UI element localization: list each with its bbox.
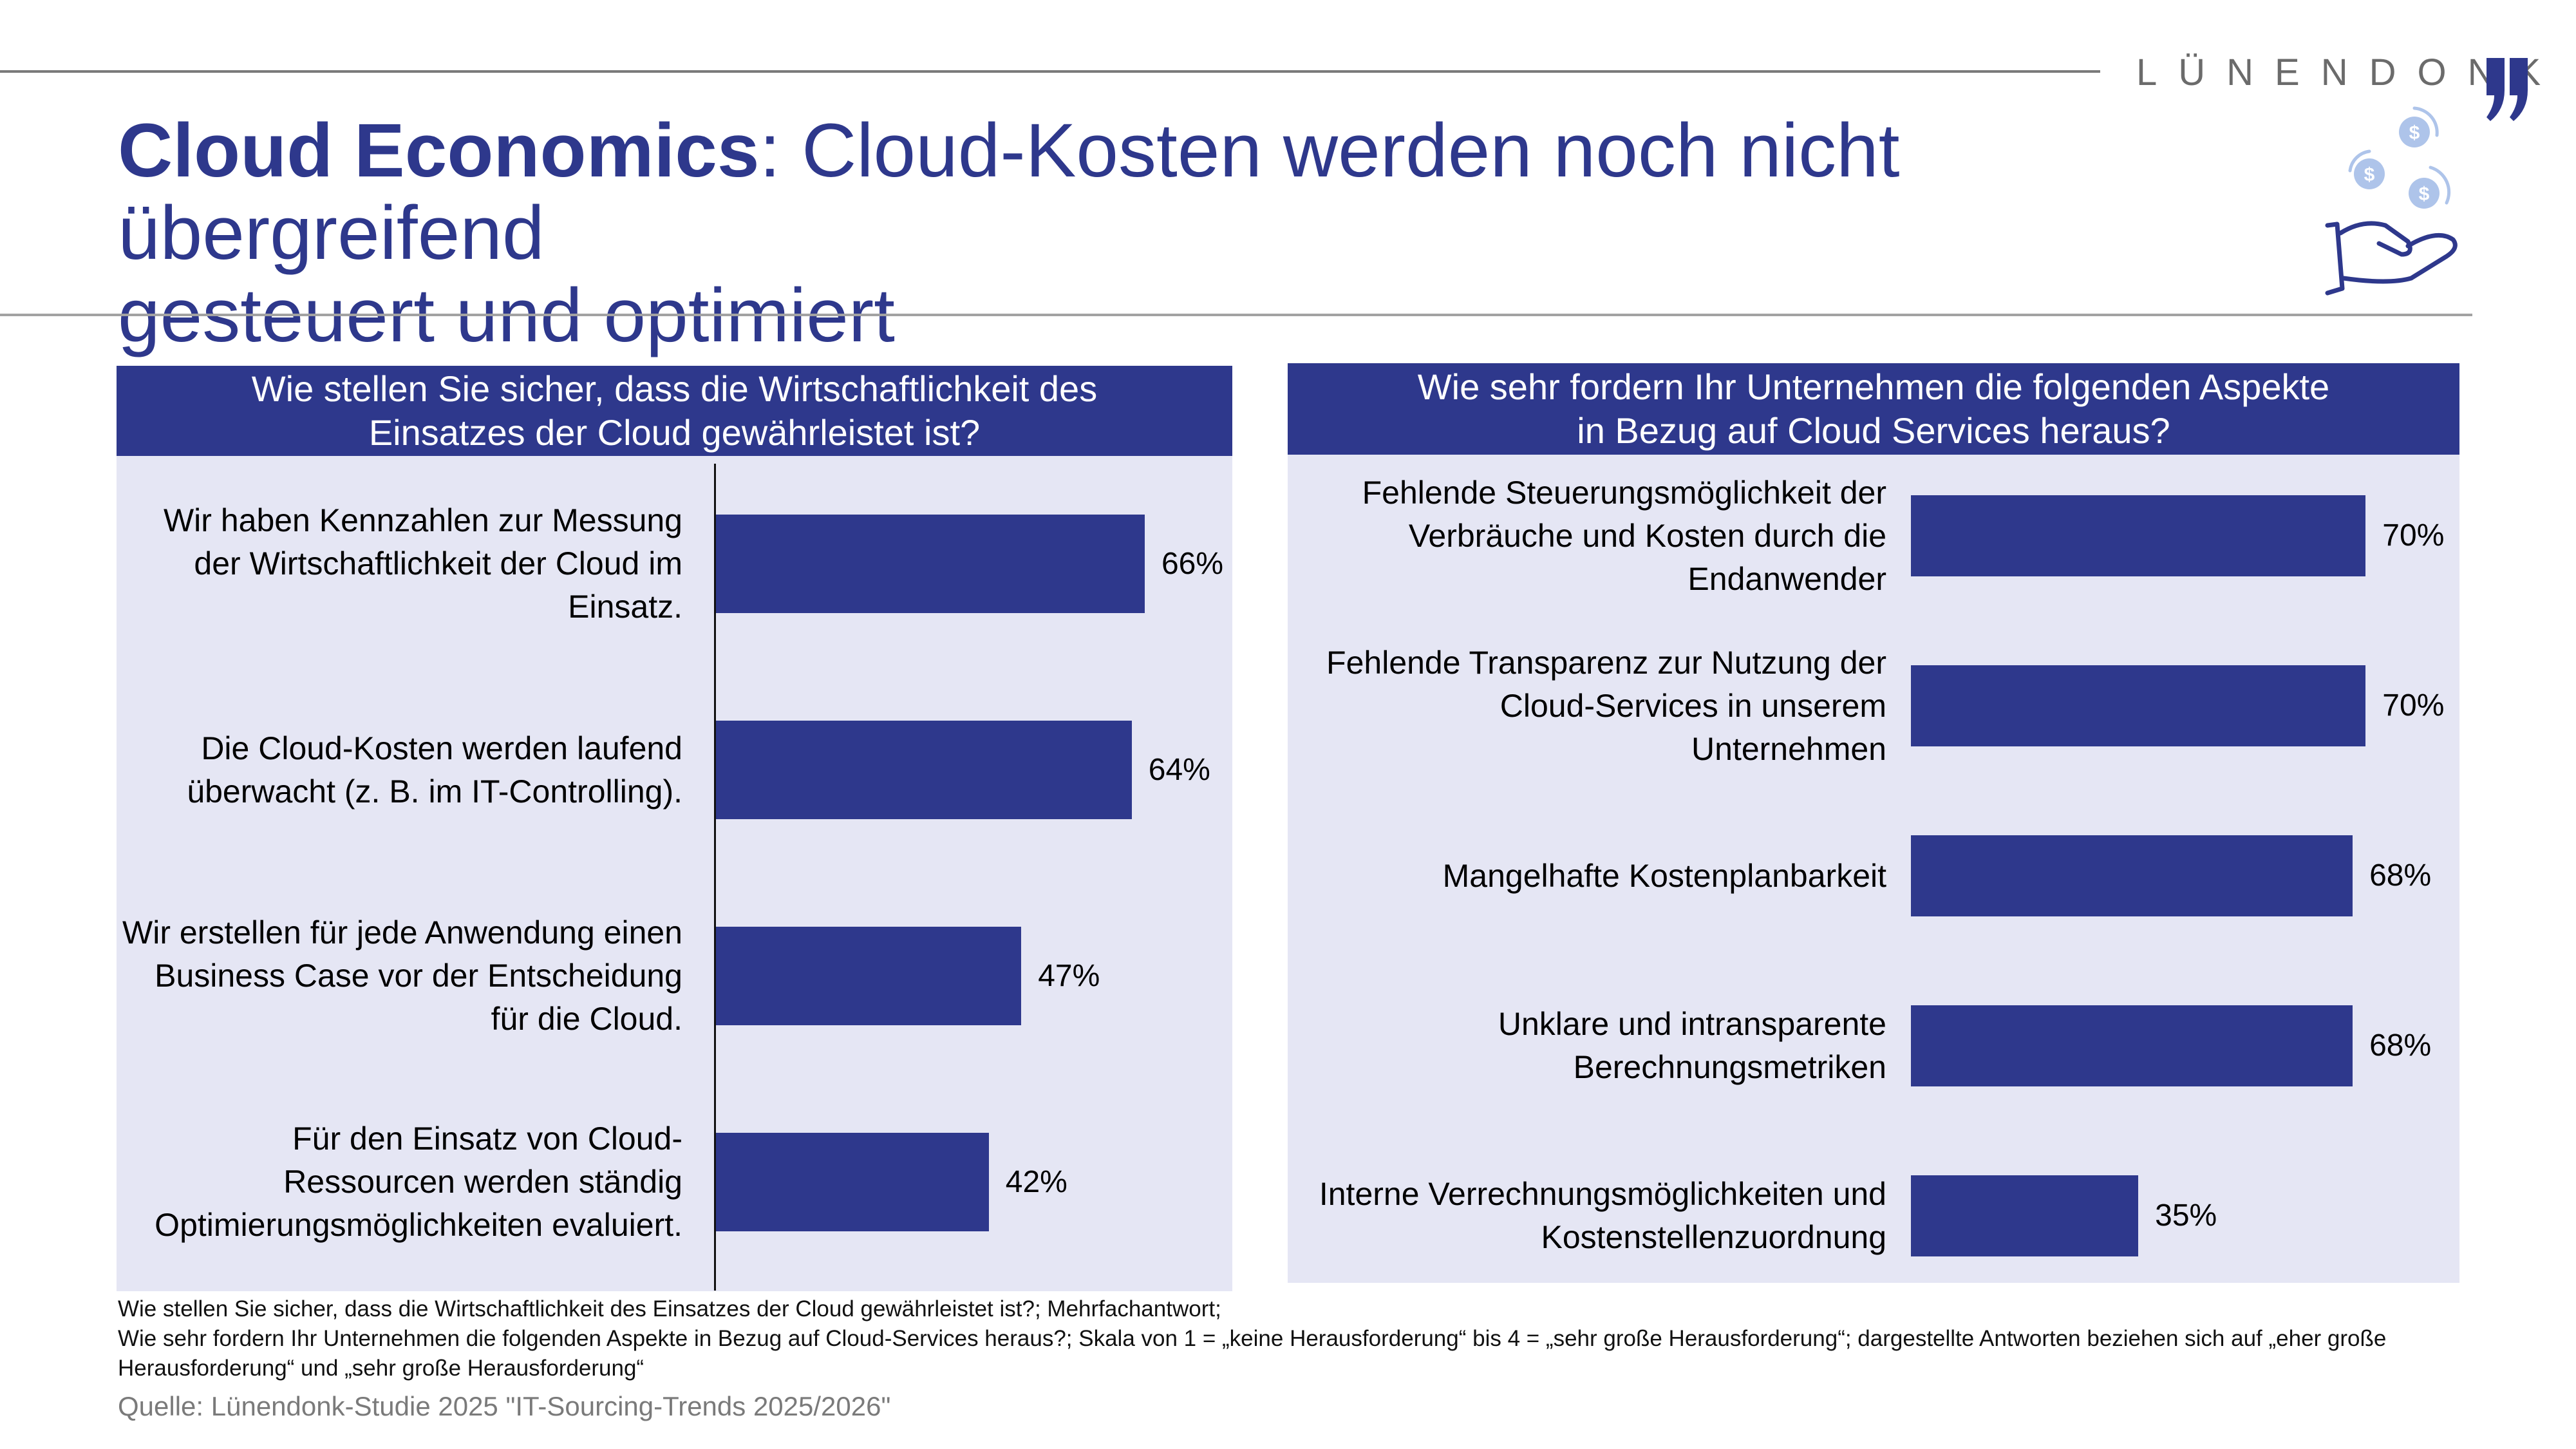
footnote-1: Wie stellen Sie sicher, dass die Wirtsch… [118, 1296, 1221, 1321]
value-label: 64% [1148, 752, 1210, 787]
bar [716, 1133, 989, 1231]
svg-text:$: $ [2409, 122, 2420, 144]
category-label: Unklare und intransparente Berechnungsme… [1498, 1006, 1886, 1085]
hand-with-coins-icon: $ $ $ [2325, 106, 2458, 296]
value-label: 70% [2382, 688, 2445, 723]
category-label: Interne Verrechnungsmöglichkeiten und Ko… [1319, 1176, 1886, 1255]
section-divider [0, 314, 2472, 316]
category-label: Für den Einsatz von Cloud-Ressourcen wer… [155, 1121, 682, 1243]
right-chart-title-line1: Wie sehr fordern Ihr Unternehmen die fol… [1417, 366, 2330, 407]
svg-text:$: $ [2364, 164, 2375, 185]
value-label: 68% [2369, 858, 2432, 893]
svg-text:$: $ [2419, 184, 2430, 205]
bar [716, 721, 1132, 819]
value-label: 70% [2382, 518, 2445, 553]
brand-logo-text: LÜNENDONK [2136, 52, 2562, 93]
page-title: Cloud Economics: Cloud-Kosten werden noc… [118, 109, 2307, 357]
value-label: 47% [1038, 958, 1100, 993]
category-label: Wir haben Kennzahlen zur Messung der Wir… [163, 502, 682, 625]
source-note: Quelle: Lünendonk-Studie 2025 "IT-Sourci… [118, 1391, 891, 1421]
value-label: 68% [2369, 1028, 2432, 1063]
bar [1911, 665, 2366, 746]
bar [1911, 835, 2353, 916]
value-label: 35% [2155, 1198, 2217, 1233]
footnotes: Wie stellen Sie sicher, dass die Wirtsch… [118, 1294, 2468, 1383]
bar [716, 927, 1022, 1025]
bar [1911, 495, 2366, 576]
category-label: Die Cloud-Kosten werden laufend überwach… [187, 730, 682, 810]
bar [716, 515, 1145, 613]
category-label: Fehlende Steuerungsmöglichkeit der Verbr… [1362, 474, 1886, 597]
header-rule [0, 70, 2100, 73]
value-label: 42% [1005, 1164, 1067, 1199]
left-chart-header: Wie stellen Sie sicher, dass die Wirtsch… [117, 366, 1232, 456]
category-label: Fehlende Transparenz zur Nutzung der Clo… [1326, 644, 1886, 767]
title-bold: Cloud Economics [118, 108, 760, 193]
bar [1911, 1005, 2353, 1086]
category-label: Wir erstellen für jede Anwendung einen B… [122, 914, 682, 1037]
right-chart-title-line2: in Bezug auf Cloud Services heraus? [1577, 410, 2170, 451]
footnote-2: Wie sehr fordern Ihr Unternehmen die fol… [118, 1326, 2387, 1381]
left-chart-axis [714, 464, 716, 1291]
value-label: 66% [1161, 546, 1224, 581]
quote-mark-icon [2487, 58, 2528, 121]
bar [1911, 1175, 2139, 1256]
right-chart-header: Wie sehr fordern Ihr Unternehmen die fol… [1288, 363, 2459, 455]
title-rest: : Cloud-Kosten werden noch nicht übergre… [118, 108, 1900, 276]
category-label: Mangelhafte Kostenplanbarkeit [1442, 857, 1886, 894]
left-chart-title-line1: Wie stellen Sie sicher, dass die Wirtsch… [251, 368, 1098, 409]
left-chart-title-line2: Einsatzes der Cloud gewährleistet ist? [368, 412, 981, 453]
